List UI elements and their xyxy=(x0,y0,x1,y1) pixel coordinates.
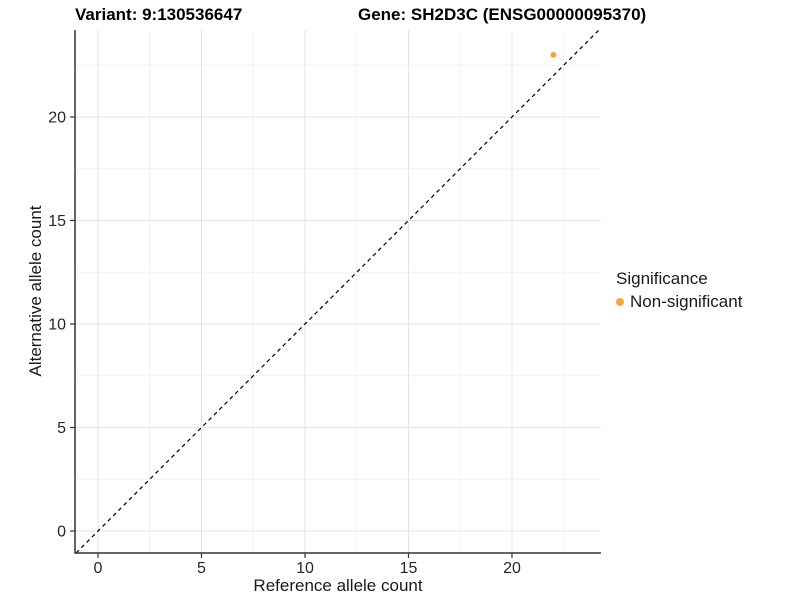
data-point xyxy=(550,51,557,58)
x-tick-label: 5 xyxy=(197,560,206,577)
y-axis-title: Alternative allele count xyxy=(26,205,45,377)
plot-title-gene: Gene: SH2D3C (ENSG00000095370) xyxy=(358,5,647,24)
legend-entry-label: Non-significant xyxy=(630,292,743,311)
legend-entry: Non-significant xyxy=(616,292,742,312)
x-tick-label: 20 xyxy=(503,560,521,577)
x-axis-title: Reference allele count xyxy=(253,576,423,595)
x-tick-label: 0 xyxy=(94,560,103,577)
y-tick-label: 0 xyxy=(57,524,66,541)
identity-reference-line xyxy=(75,29,600,554)
y-tick-label: 5 xyxy=(57,420,66,437)
data-points xyxy=(550,51,557,58)
axis-tick-marks xyxy=(70,116,513,558)
identity-line xyxy=(75,29,600,554)
y-tick-label: 20 xyxy=(48,109,66,126)
x-tick-labels: 0 5 10 15 20 xyxy=(94,560,521,577)
legend: Significance Non-significant xyxy=(616,269,742,312)
legend-point-icon xyxy=(616,298,624,306)
x-tick-label: 10 xyxy=(296,560,314,577)
y-tick-label: 10 xyxy=(48,317,66,334)
y-tick-labels: 0 5 10 15 20 xyxy=(48,109,66,540)
x-tick-label: 15 xyxy=(400,560,418,577)
legend-title: Significance xyxy=(616,269,708,288)
plot-title-variant: Variant: 9:130536647 xyxy=(75,5,243,24)
axis-lines xyxy=(74,30,601,554)
y-tick-label: 15 xyxy=(48,213,66,230)
